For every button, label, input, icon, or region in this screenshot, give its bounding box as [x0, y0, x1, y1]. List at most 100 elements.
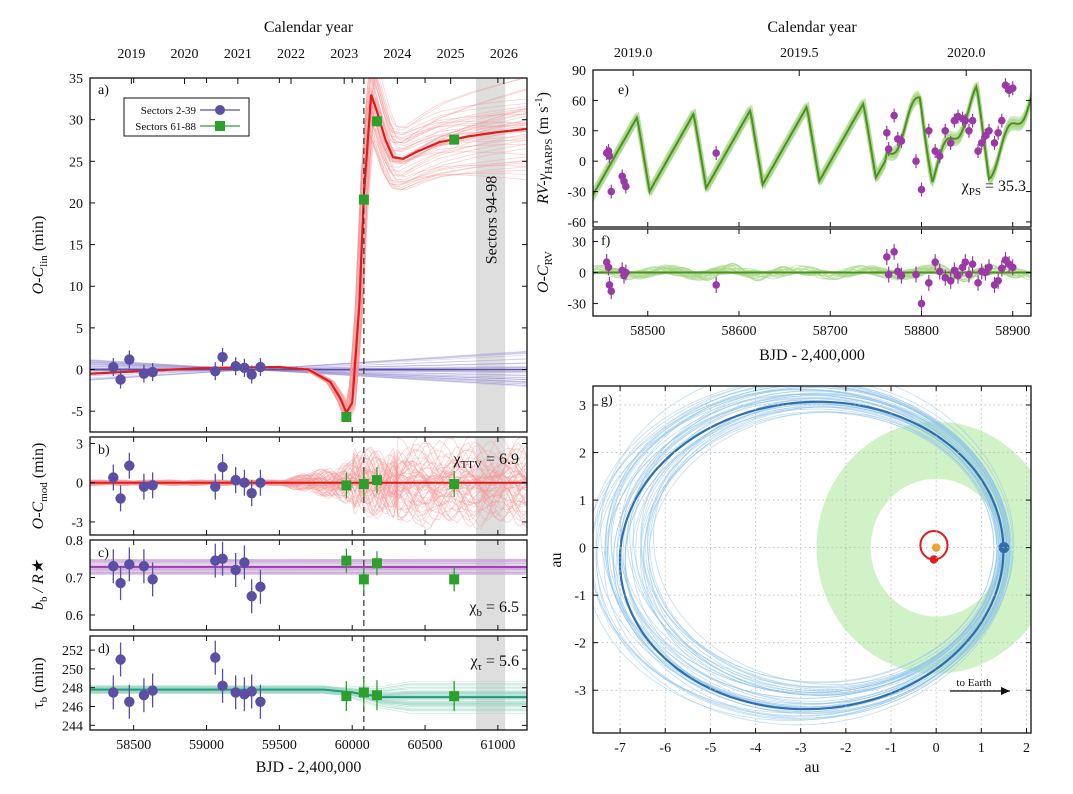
top-year-label: 2019.5	[780, 46, 819, 61]
data-point-sectors-61-88	[371, 475, 382, 486]
y-axis-title: O-Clin (min)	[30, 216, 50, 295]
rv-residual-point	[912, 270, 920, 279]
plot-area-e	[593, 80, 1031, 202]
rv-residual-point	[961, 258, 970, 266]
sectors-band	[476, 78, 506, 432]
label-part: b	[38, 696, 50, 702]
legend-label: Sectors 61-88	[135, 121, 196, 133]
label-part: O-C	[30, 266, 47, 294]
panel-g-xtick-label: -2	[840, 741, 852, 756]
data-point-sectors-2-39	[147, 480, 158, 491]
data-point-sectors-2-39	[115, 493, 126, 504]
posterior-orbit	[604, 386, 1014, 715]
legend-label: Sectors 2-39	[141, 105, 197, 117]
panel-d-ytick-label: 244	[62, 719, 83, 734]
posterior-line-purple	[90, 363, 527, 381]
panel-d-ytick-label: 250	[62, 663, 83, 678]
rv-residual-point	[931, 258, 939, 266]
panel-d-ytick-label: 252	[62, 644, 83, 659]
legend-marker	[215, 105, 225, 115]
plot-area-g	[593, 386, 1031, 726]
label-part: τ	[478, 661, 483, 673]
data-point-sectors-2-39	[115, 374, 126, 385]
posterior-orbit	[640, 406, 995, 683]
data-point-sectors-2-39	[217, 461, 228, 473]
posterior-line-red	[90, 447, 527, 518]
panel-d-xtick-label: 60500	[408, 738, 443, 753]
posterior-line-purple	[90, 568, 527, 570]
plot-area-d	[90, 636, 527, 730]
posterior-line-purple	[90, 572, 527, 575]
data-point-sectors-2-39	[108, 561, 119, 572]
data-point-sectors-2-39	[138, 561, 150, 572]
label-part: lin	[38, 255, 50, 267]
top-year-label: 2019	[117, 47, 145, 62]
posterior-line-red	[90, 459, 527, 499]
panel-e-ytick-label: 30	[572, 125, 586, 140]
data-point-sectors-2-39	[246, 591, 257, 602]
posterior-orbit	[639, 412, 998, 695]
rv-residual-point	[890, 247, 898, 256]
panel-d-xtick-label: 61000	[480, 738, 515, 753]
posterior-line-purple	[90, 363, 527, 380]
panel-d-ytick-label: 248	[62, 682, 83, 697]
plot-area-a	[90, 78, 527, 432]
data-point-sectors-2-39	[217, 351, 228, 363]
data-point-sectors-61-88	[341, 555, 352, 566]
panel-c-ytick-label: 0.6	[66, 609, 84, 624]
data-point-sectors-2-39	[124, 460, 135, 471]
label-part: τ	[30, 702, 47, 709]
band-label: Sectors 94-98	[484, 176, 501, 264]
data-point-sectors-2-39	[147, 366, 158, 378]
top-year-label: 2021	[224, 47, 252, 62]
data-point-sectors-2-39	[115, 577, 126, 589]
x-axis-title: BJD - 2,400,000	[256, 759, 362, 776]
rv-residual-point	[935, 267, 944, 276]
rv-data-point	[935, 152, 944, 160]
data-point-sectors-61-88	[358, 687, 369, 698]
label-part: RV	[543, 251, 555, 265]
x-axis-title: au	[804, 759, 819, 776]
top-year-label: 2023	[330, 47, 358, 62]
posterior-line-purple	[90, 361, 527, 383]
posterior-orbit	[616, 390, 1009, 710]
posterior-orbit	[610, 388, 1001, 694]
posterior-line-red	[90, 458, 527, 508]
data-point-sectors-61-88	[371, 558, 382, 569]
rv-data-point	[994, 129, 1002, 137]
posterior-line-red	[90, 442, 527, 518]
label-part: (m s	[535, 107, 552, 139]
statistic-label: χb = 6.5	[468, 599, 519, 619]
posterior-line-purple	[90, 363, 527, 374]
panel-f-xtick-label: 58800	[904, 324, 939, 339]
panel-b-ytick-label: -3	[71, 516, 83, 531]
posterior-orbit	[643, 406, 1001, 696]
label-part: χ	[452, 451, 461, 468]
panel-g-ytick-label: 2	[579, 447, 586, 462]
rv-residual-point	[884, 270, 893, 279]
data-point-sectors-2-39	[124, 559, 135, 570]
panel-g-xtick-label: -4	[750, 741, 762, 756]
label-part: = 5.6	[482, 653, 519, 670]
rv-data-point	[931, 147, 939, 155]
panel-g-ytick-label: 1	[579, 494, 586, 509]
rv-data-point	[974, 147, 982, 155]
top-year-label: 2022	[277, 47, 305, 62]
panel-label: g)	[601, 393, 613, 408]
data-point-sectors-61-88	[449, 691, 460, 702]
panel-label: f)	[601, 234, 611, 249]
data-point-sectors-2-39	[239, 477, 250, 488]
posterior-orbit	[629, 386, 1008, 696]
data-point-sectors-2-39	[255, 477, 266, 488]
posterior-line-purple	[90, 362, 527, 374]
rv-residual-point	[607, 287, 616, 295]
posterior-line-purple	[90, 354, 527, 379]
panel-e-ytick-label: 90	[572, 64, 586, 79]
label-part: χ	[468, 599, 477, 616]
panel-g-frame	[592, 385, 1032, 734]
panel-e-ytick-label: 60	[572, 94, 586, 109]
data-point-sectors-2-39	[217, 553, 228, 564]
top-year-label: 2019.0	[614, 46, 653, 61]
label-part: HARPS	[543, 139, 555, 174]
rv-data-point	[985, 126, 993, 135]
